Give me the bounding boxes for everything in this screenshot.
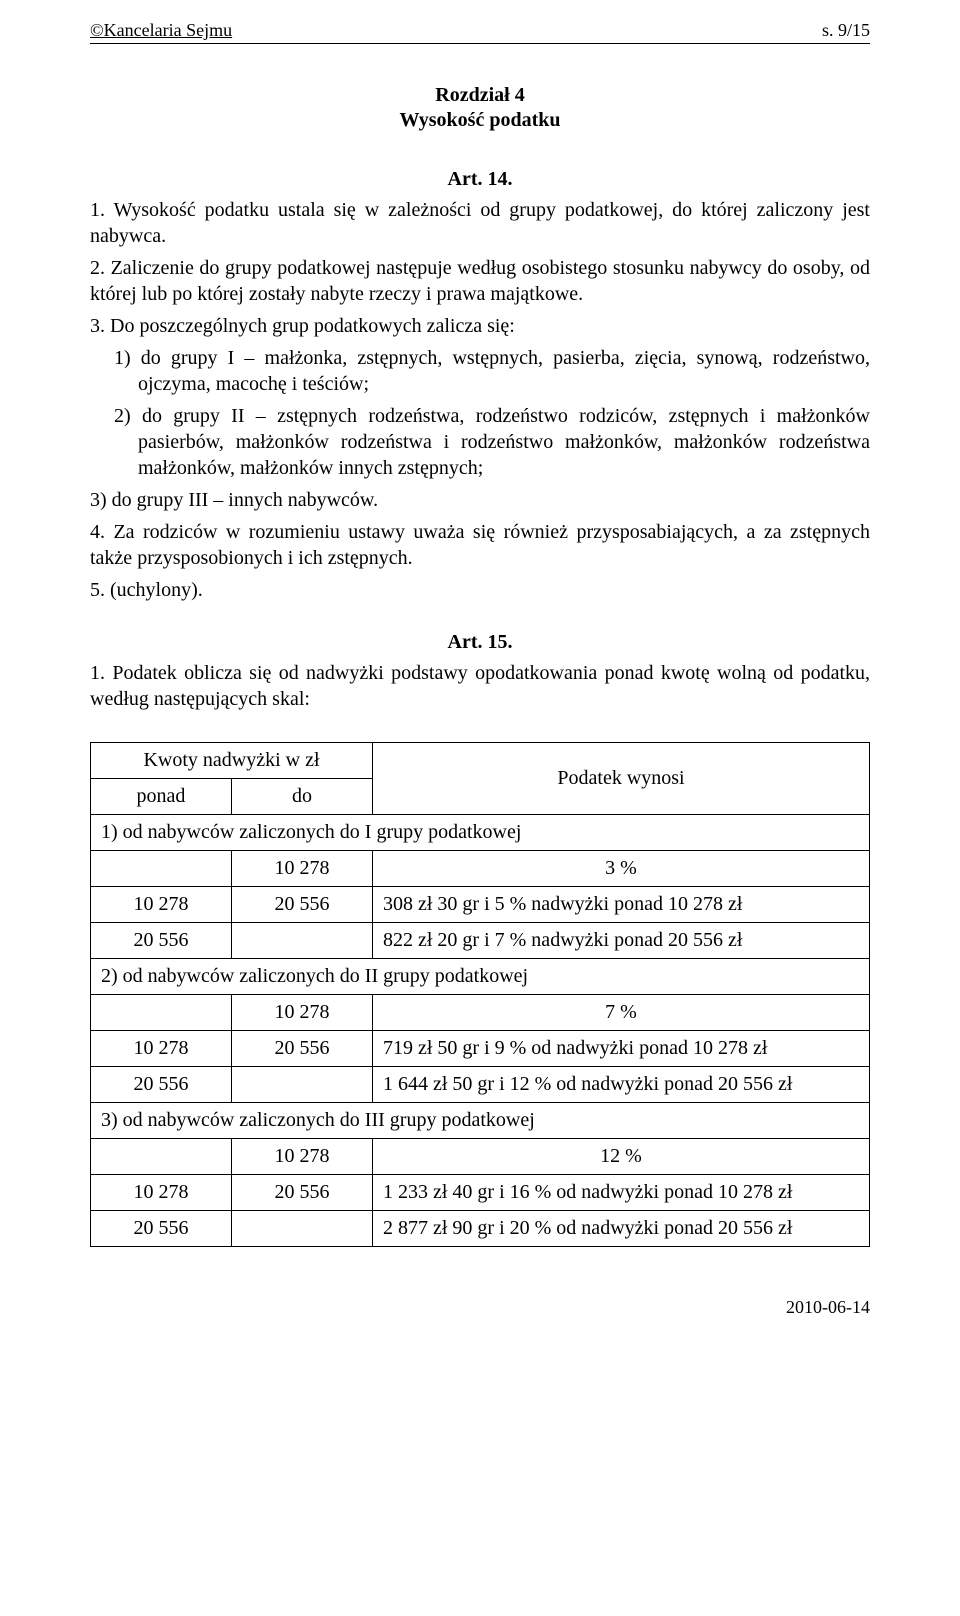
art14-para4: 4. Za rodziców w rozumieniu ustawy uważa… xyxy=(90,519,870,571)
g2r1-ponad xyxy=(91,995,232,1031)
g3r3-tax: 2 877 zł 90 gr i 20 % od nadwyżki ponad … xyxy=(373,1211,870,1247)
g1r1-do: 10 278 xyxy=(232,851,373,887)
g1r2-do: 20 556 xyxy=(232,887,373,923)
hdr-kwoty: Kwoty nadwyżki w zł xyxy=(91,743,373,779)
art14-para1: 1. Wysokość podatku ustala się w zależno… xyxy=(90,197,870,249)
group1-row3: 20 556 822 zł 20 gr i 7 % nadwyżki ponad… xyxy=(91,923,870,959)
art14-para3-intro: 3. Do poszczególnych grup podatkowych za… xyxy=(90,313,870,339)
footer-date: 2010-06-14 xyxy=(90,1297,870,1318)
g3r1-tax: 12 % xyxy=(373,1139,870,1175)
g2r2-tax: 719 zł 50 gr i 9 % od nadwyżki ponad 10 … xyxy=(373,1031,870,1067)
group2-label-row: 2) od nabywców zaliczonych do II grupy p… xyxy=(91,959,870,995)
g3r2-do: 20 556 xyxy=(232,1175,373,1211)
group2-row1: 10 278 7 % xyxy=(91,995,870,1031)
group2-label: 2) od nabywców zaliczonych do II grupy p… xyxy=(91,959,870,995)
hdr-podatek: Podatek wynosi xyxy=(373,743,870,815)
art14-para2: 2. Zaliczenie do grupy podatkowej następ… xyxy=(90,255,870,307)
group2-row2: 10 278 20 556 719 zł 50 gr i 9 % od nadw… xyxy=(91,1031,870,1067)
table-header-row1: Kwoty nadwyżki w zł Podatek wynosi xyxy=(91,743,870,779)
article-15-heading: Art. 15. xyxy=(90,631,870,654)
g3r1-ponad xyxy=(91,1139,232,1175)
header-right: s. 9/15 xyxy=(822,20,870,41)
page-header: ©Kancelaria Sejmu s. 9/15 xyxy=(90,20,870,44)
art14-para5: 5. (uchylony). xyxy=(90,577,870,603)
group3-row1: 10 278 12 % xyxy=(91,1139,870,1175)
art14-para3-item1: 1) do grupy I – małżonka, zstępnych, wst… xyxy=(90,345,870,397)
g2r2-do: 20 556 xyxy=(232,1031,373,1067)
g2r3-do xyxy=(232,1067,373,1103)
g1r2-ponad: 10 278 xyxy=(91,887,232,923)
group3-row2: 10 278 20 556 1 233 zł 40 gr i 16 % od n… xyxy=(91,1175,870,1211)
g2r2-ponad: 10 278 xyxy=(91,1031,232,1067)
tax-table: Kwoty nadwyżki w zł Podatek wynosi ponad… xyxy=(90,742,870,1247)
g3r2-tax: 1 233 zł 40 gr i 16 % od nadwyżki ponad … xyxy=(373,1175,870,1211)
group1-row2: 10 278 20 556 308 zł 30 gr i 5 % nadwyżk… xyxy=(91,887,870,923)
g1r1-tax: 3 % xyxy=(373,851,870,887)
group3-row3: 20 556 2 877 zł 90 gr i 20 % od nadwyżki… xyxy=(91,1211,870,1247)
group1-row1: 10 278 3 % xyxy=(91,851,870,887)
art14-para3-item3: 3) do grupy III – innych nabywców. xyxy=(90,487,870,513)
art14-para3-item2: 2) do grupy II – zstępnych rodzeństwa, r… xyxy=(90,403,870,481)
header-left: ©Kancelaria Sejmu xyxy=(90,20,232,41)
g1r3-tax: 822 zł 20 gr i 7 % nadwyżki ponad 20 556… xyxy=(373,923,870,959)
g1r2-tax: 308 zł 30 gr i 5 % nadwyżki ponad 10 278… xyxy=(373,887,870,923)
chapter-subtitle: Wysokość podatku xyxy=(90,109,870,132)
g2r3-ponad: 20 556 xyxy=(91,1067,232,1103)
hdr-ponad: ponad xyxy=(91,779,232,815)
group1-label: 1) od nabywców zaliczonych do I grupy po… xyxy=(91,815,870,851)
g3r2-ponad: 10 278 xyxy=(91,1175,232,1211)
g3r3-do xyxy=(232,1211,373,1247)
page: ©Kancelaria Sejmu s. 9/15 Rozdział 4 Wys… xyxy=(0,0,960,1358)
art15-para1: 1. Podatek oblicza się od nadwyżki podst… xyxy=(90,660,870,712)
g3r1-do: 10 278 xyxy=(232,1139,373,1175)
g1r3-do xyxy=(232,923,373,959)
g2r1-do: 10 278 xyxy=(232,995,373,1031)
g3r3-ponad: 20 556 xyxy=(91,1211,232,1247)
g1r1-ponad xyxy=(91,851,232,887)
g2r1-tax: 7 % xyxy=(373,995,870,1031)
g1r3-ponad: 20 556 xyxy=(91,923,232,959)
g2r3-tax: 1 644 zł 50 gr i 12 % od nadwyżki ponad … xyxy=(373,1067,870,1103)
article-14-heading: Art. 14. xyxy=(90,168,870,191)
group3-label: 3) od nabywców zaliczonych do III grupy … xyxy=(91,1103,870,1139)
chapter-number: Rozdział 4 xyxy=(90,84,870,107)
group3-label-row: 3) od nabywców zaliczonych do III grupy … xyxy=(91,1103,870,1139)
group2-row3: 20 556 1 644 zł 50 gr i 12 % od nadwyżki… xyxy=(91,1067,870,1103)
hdr-do: do xyxy=(232,779,373,815)
group1-label-row: 1) od nabywców zaliczonych do I grupy po… xyxy=(91,815,870,851)
tax-table-wrap: Kwoty nadwyżki w zł Podatek wynosi ponad… xyxy=(90,742,870,1247)
